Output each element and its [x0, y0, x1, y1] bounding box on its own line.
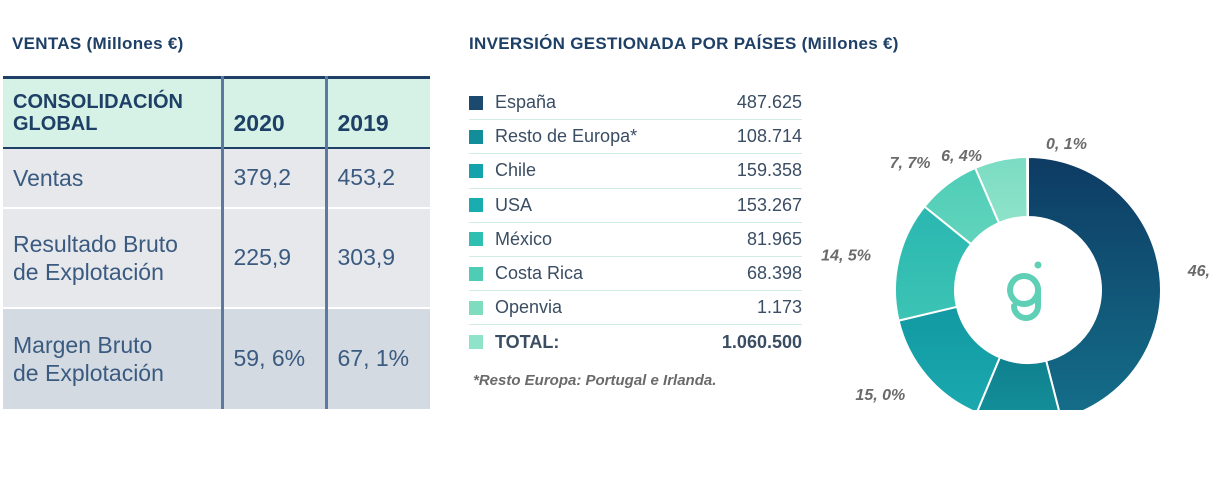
table-row: Resultado Bruto de Explotación 225,9 303,… — [3, 207, 430, 308]
donut-labels: 46, 0%10, 3%15, 0%14, 5%7, 7%6, 4%0, 1% — [821, 136, 1210, 404]
value-2019: 453,2 — [324, 147, 430, 208]
country-name: México — [495, 228, 553, 249]
donut-slice-openvia — [1026, 155, 1029, 219]
footnote: *Resto Europa: Portugal e Irlanda. — [473, 372, 717, 389]
header-year-2020: 2020 — [220, 77, 326, 148]
country-value: 68.398 — [746, 263, 802, 284]
table-row: Ventas 379,2 453,2 — [3, 147, 430, 208]
legend-swatch — [469, 95, 483, 110]
table-row: Margen Bruto de Explotación 59, 6% 67, 1% — [3, 307, 430, 409]
sales-table: CONSOLIDACIÓN GLOBAL 2020 2019 Ventas 379… — [3, 76, 430, 409]
country-name: Costa Rica — [495, 263, 584, 284]
country-name: Resto de Europa* — [495, 126, 638, 147]
slice-label: 46, 0% — [1187, 263, 1210, 280]
country-list: España 487.625 Resto de Europa* 108.714 … — [469, 86, 802, 360]
country-value: 159.358 — [736, 160, 802, 181]
legend-swatch — [469, 266, 483, 281]
country-name: Chile — [495, 160, 537, 181]
total-label: TOTAL: — [495, 331, 560, 352]
logo-dot — [1034, 261, 1042, 269]
country-row: USA 153.267 — [469, 189, 802, 223]
sales-table-header: CONSOLIDACIÓN GLOBAL 2020 2019 — [3, 77, 430, 148]
legend-swatch — [469, 300, 483, 315]
country-name: España — [495, 92, 557, 113]
donut-slices — [894, 155, 1162, 410]
country-value: 487.625 — [736, 92, 802, 113]
total-row: TOTAL: 1.060.500 — [469, 325, 802, 359]
inversion-title: INVERSIÓN GESTIONADA POR PAÍSES (Millone… — [469, 34, 899, 53]
legend-swatch — [469, 232, 483, 247]
country-name: USA — [495, 194, 533, 215]
row-label: Resultado Bruto de Explotación — [13, 230, 178, 285]
country-row: Openvia 1.173 — [469, 291, 802, 326]
ventas-title: VENTAS (Millones €) — [12, 34, 184, 53]
logo-circle — [968, 230, 1088, 350]
country-value: 81.965 — [746, 228, 802, 249]
slice-label: 6, 4% — [941, 148, 982, 165]
slice-label: 15, 0% — [855, 387, 905, 404]
country-value: 1.173 — [756, 297, 802, 318]
country-row: España 487.625 — [469, 86, 802, 121]
value-2020: 379,2 — [220, 147, 326, 208]
logo-glyph — [1007, 273, 1042, 321]
total-value: 1.060.500 — [721, 331, 802, 352]
value-2019: 67, 1% — [324, 307, 430, 409]
header-year-2019: 2019 — [324, 77, 430, 148]
country-row: México 81.965 — [469, 223, 802, 257]
slice-label: 7, 7% — [890, 155, 931, 172]
legend-swatch — [469, 198, 483, 213]
donut-slice-resto-de-europa — [976, 356, 1060, 410]
value-2020: 59, 6% — [220, 307, 326, 409]
value-2020: 225,9 — [220, 207, 326, 308]
row-label: Margen Bruto de Explotación — [13, 331, 164, 386]
donut-slice-espa-a — [1027, 155, 1162, 410]
value-2019: 303,9 — [324, 207, 430, 308]
country-row: Costa Rica 68.398 — [469, 257, 802, 292]
country-value: 108.714 — [736, 126, 802, 147]
legend-swatch — [469, 335, 483, 350]
country-name: Openvia — [495, 297, 563, 318]
country-value: 153.267 — [736, 194, 802, 215]
header-label: CONSOLIDACIÓN GLOBAL — [13, 90, 183, 135]
slice-label: 0, 1% — [1046, 136, 1087, 153]
legend-swatch — [469, 129, 483, 144]
country-row: Chile 159.358 — [469, 154, 802, 189]
slice-label: 14, 5% — [821, 247, 871, 264]
row-label: Ventas — [13, 164, 84, 191]
legend-swatch — [469, 163, 483, 178]
country-row: Resto de Europa* 108.714 — [469, 120, 802, 155]
brand-logo — [968, 230, 1088, 350]
donut-chart: 46, 0%10, 3%15, 0%14, 5%7, 7%6, 4%0, 1% — [821, 136, 1210, 410]
